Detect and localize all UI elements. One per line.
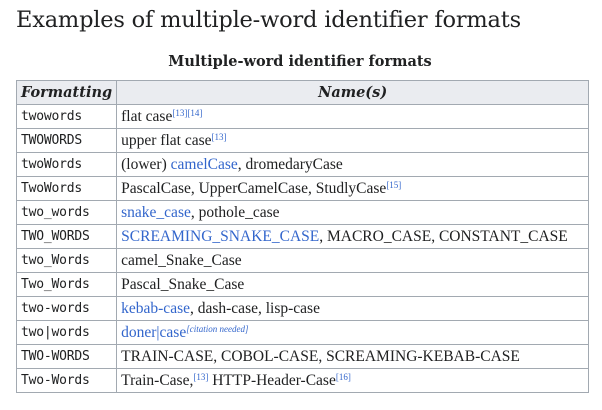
table-row: two_Words camel_Snake_Case [15,248,590,273]
format-example: two_words [15,200,118,225]
format-names: doner|case[citation needed] [116,320,590,345]
format-example: two|words [15,320,118,345]
format-names: camel_Snake_Case [116,248,590,273]
table-row: twoWords (lower) camelCase, dromedaryCase [15,152,590,177]
table-row: TWOWORDS upper flat case[13] [15,128,590,153]
table-row: TWO_WORDS SCREAMING_SNAKE_CASE, MACRO_CAS… [15,224,590,249]
format-names: upper flat case[13] [116,128,590,153]
name-text: Pascal_Snake_Case [121,276,245,293]
table-row: two-words kebab-case, dash-case, lisp-cas… [15,296,590,321]
format-example: TWO-WORDS [15,344,118,369]
citation-needed-link[interactable]: [citation needed] [186,324,249,334]
format-example: TWO_WORDS [15,224,118,249]
table-row: twowords flat case[13][14] [15,104,590,129]
name-text: Train-Case, [121,372,194,389]
format-names: flat case[13][14] [116,104,590,129]
format-example: two_Words [15,248,118,273]
table-body: twowords flat case[13][14] TWOWORDS upper f… [15,104,590,393]
name-text: upper flat case [121,132,212,149]
format-example: Two_Words [15,272,118,297]
format-example: Two-Words [15,368,118,393]
article-link[interactable]: snake_case [121,204,191,221]
name-text: TRAIN-CASE, COBOL-CASE, SCREAMING-KEBAB-… [121,348,520,365]
name-text: (lower) [121,156,171,173]
format-example: two-words [15,296,118,321]
table-row: TWO-WORDS TRAIN-CASE, COBOL-CASE, SCREAMI… [15,344,590,369]
format-names: (lower) camelCase, dromedaryCase [116,152,590,177]
format-example: twoWords [15,152,118,177]
reference-link[interactable]: [13] [211,132,227,142]
name-text: HTTP-Header-Case [208,372,336,389]
reference-link[interactable]: [15] [386,180,402,190]
article-link[interactable]: doner|case [121,324,187,341]
format-names: Pascal_Snake_Case [116,272,590,297]
table-header-row: Formatting Name(s) [15,80,590,105]
format-names: TRAIN-CASE, COBOL-CASE, SCREAMING-KEBAB-… [116,344,590,369]
page-title: Examples of multiple-word identifier for… [16,7,521,33]
header-formatting: Formatting [15,80,118,105]
table-row: Two-Words Train-Case,[13] HTTP-Header-Cas… [15,368,590,393]
format-example: TwoWords [15,176,118,201]
name-text: flat case [121,108,173,125]
name-text: , dromedaryCase [237,156,343,173]
identifier-formats-table: Formatting Name(s) twowords flat case[13]… [15,80,590,393]
reference-link[interactable]: [16] [335,372,351,382]
name-text: camel_Snake_Case [121,252,242,269]
table-caption: Multiple-word identifier formats [168,53,432,70]
table-row: TwoWords PascalCase, UpperCamelCase, Stud… [15,176,590,201]
table-row: Two_Words Pascal_Snake_Case [15,272,590,297]
format-names: PascalCase, UpperCamelCase, StudlyCase[1… [116,176,590,201]
table-row: two_words snake_case, pothole_case [15,200,590,225]
name-text: , MACRO_CASE, CONSTANT_CASE [319,228,568,245]
format-names: snake_case, pothole_case [116,200,590,225]
name-text: , pothole_case [190,204,280,221]
article-link[interactable]: kebab-case [121,300,190,317]
reference-link[interactable]: [13] [193,372,209,382]
name-text: PascalCase, UpperCamelCase, StudlyCase [121,180,387,197]
format-names: SCREAMING_SNAKE_CASE, MACRO_CASE, CONSTA… [116,224,590,249]
format-example: TWOWORDS [15,128,118,153]
format-example: twowords [15,104,118,129]
header-names: Name(s) [116,80,590,105]
article-link[interactable]: camelCase [170,156,238,173]
table-row: two|words doner|case[citation needed] [15,320,590,345]
format-names: Train-Case,[13] HTTP-Header-Case[16] [116,368,590,393]
article-link[interactable]: SCREAMING_SNAKE_CASE [121,228,320,245]
reference-link[interactable]: [13][14] [172,108,203,118]
format-names: kebab-case, dash-case, lisp-case [116,296,590,321]
name-text: , dash-case, lisp-case [189,300,320,317]
